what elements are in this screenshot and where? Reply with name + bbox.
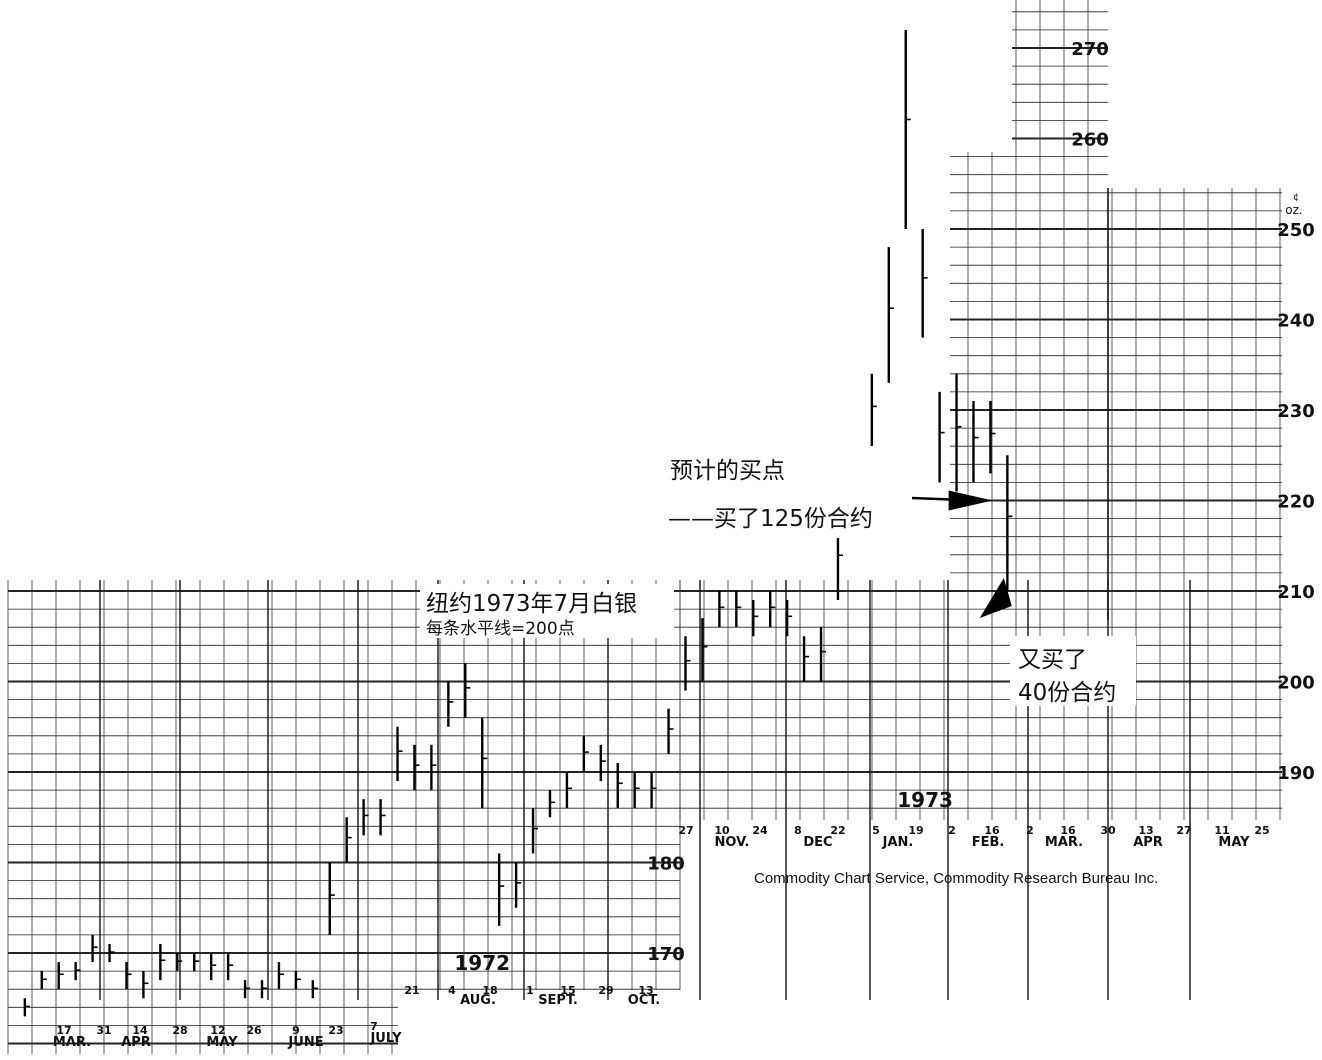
year-label: 1973 — [897, 788, 953, 812]
month-label: AUG. — [460, 993, 496, 1008]
y-tick-label: 170 — [647, 944, 685, 965]
day-tick-label: 22 — [830, 824, 845, 837]
month-label: JAN. — [882, 835, 914, 850]
y-tick-label: 250 — [1277, 220, 1315, 241]
day-tick-label: 12 — [210, 1024, 225, 1037]
day-tick-label: 28 — [172, 1024, 187, 1037]
buy-arrow-head — [948, 490, 993, 511]
expected-buy-point-label: 预计的买点 — [670, 458, 785, 484]
month-label: MAR. — [1045, 835, 1083, 850]
month-label: MAR. — [53, 1035, 91, 1050]
bought-again-label: 又买了 — [1018, 647, 1087, 673]
day-tick-label: 19 — [908, 824, 923, 837]
day-tick-label: 2 — [948, 824, 956, 837]
day-tick-label: 29 — [598, 984, 613, 997]
day-tick-label: 31 — [96, 1024, 111, 1037]
day-tick-label: 9 — [292, 1024, 300, 1037]
y-tick-label: 240 — [1277, 311, 1315, 332]
day-tick-label: 7 — [370, 1020, 378, 1033]
year-label: 1972 — [454, 951, 510, 975]
y-tick-label: 270 — [1071, 39, 1109, 60]
day-tick-label: 14 — [132, 1024, 148, 1037]
day-tick-label: 8 — [794, 824, 802, 837]
month-label: JUNE — [287, 1035, 323, 1050]
day-tick-label: 16 — [1060, 824, 1076, 837]
day-tick-label: 17 — [56, 1024, 71, 1037]
month-label: FEB. — [972, 835, 1005, 850]
chart-title: 纽约1973年7月白银 — [426, 591, 638, 617]
title-backdrop — [420, 584, 674, 638]
day-tick-label: 27 — [1176, 824, 1191, 837]
day-tick-label: 1 — [526, 984, 534, 997]
month-label: MAY — [1218, 835, 1250, 850]
chart-subtitle: 每条水平线=200点 — [426, 619, 575, 639]
unit-label: oz. — [1285, 203, 1302, 217]
day-tick-label: 2 — [1026, 824, 1034, 837]
source-credit: Commodity Chart Service, Commodity Resea… — [754, 870, 1159, 887]
day-tick-label: 10 — [714, 824, 730, 837]
month-label: OCT. — [628, 993, 660, 1008]
month-label: MAY — [206, 1035, 238, 1050]
y-tick-label: 210 — [1277, 582, 1315, 603]
month-label: SEPT. — [538, 993, 578, 1008]
day-tick-label: 4 — [448, 984, 456, 997]
unit-symbol: ¢ — [1293, 192, 1299, 203]
rebuy-arrow-head — [979, 577, 1012, 618]
forty-contracts-label: 40份合约 — [1018, 680, 1117, 706]
rebuy-label-backdrop — [1010, 636, 1136, 706]
y-tick-label: 200 — [1277, 673, 1315, 694]
day-tick-label: 13 — [1138, 824, 1153, 837]
day-tick-label: 18 — [482, 984, 497, 997]
day-tick-label: 15 — [560, 984, 575, 997]
bought-125-contracts-label: ——买了125份合约 — [668, 506, 873, 532]
day-tick-label: 30 — [1100, 824, 1116, 837]
month-label: DEC — [803, 835, 832, 850]
day-tick-label: 13 — [638, 984, 653, 997]
month-label: APR — [1133, 835, 1163, 850]
y-tick-label: 180 — [647, 854, 685, 875]
day-tick-label: 16 — [984, 824, 1000, 837]
month-label: APR — [121, 1035, 151, 1050]
day-tick-label: 5 — [872, 824, 880, 837]
day-tick-label: 23 — [328, 1024, 343, 1037]
y-tick-label: 190 — [1277, 763, 1315, 784]
day-tick-label: 11 — [1214, 824, 1229, 837]
day-tick-label: 27 — [678, 824, 693, 837]
day-tick-label: 21 — [404, 984, 419, 997]
day-tick-label: 24 — [752, 824, 768, 837]
day-tick-label: 25 — [1254, 824, 1269, 837]
y-tick-label: 260 — [1071, 130, 1109, 151]
day-tick-label: 26 — [246, 1024, 262, 1037]
month-label: NOV. — [715, 835, 750, 850]
y-tick-label: 230 — [1277, 401, 1315, 422]
y-tick-label: 220 — [1277, 492, 1315, 513]
month-label: JULY — [369, 1031, 402, 1046]
buy-label-backdrop — [664, 446, 912, 538]
